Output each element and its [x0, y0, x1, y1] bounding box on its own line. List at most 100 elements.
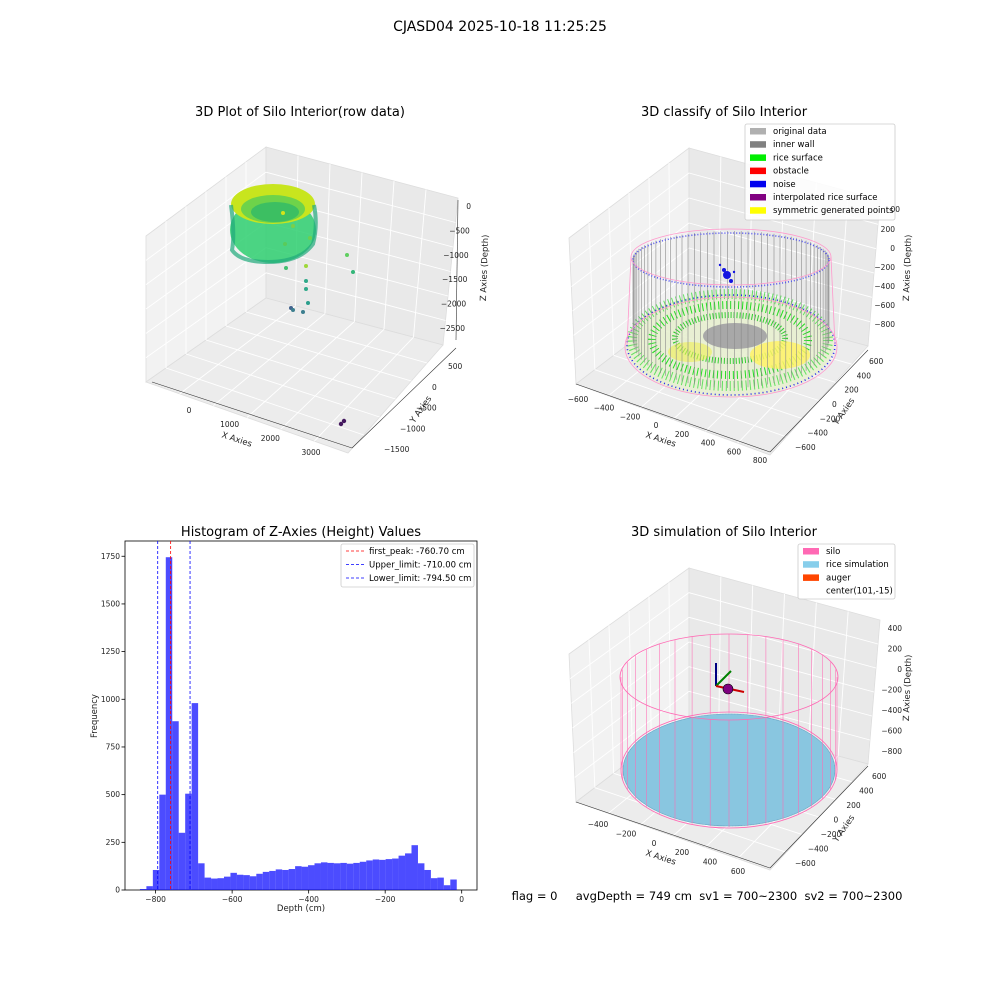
histogram-bar: [165, 557, 173, 890]
raw-y-tick-label: 0: [432, 383, 437, 392]
classify-legend-label: obstacle: [773, 167, 809, 177]
histogram-bar: [139, 889, 147, 890]
classify-x-axis-label: X Axies: [644, 430, 677, 449]
histogram-reference-lines: [157, 541, 191, 890]
classify-x-tick-label: 400: [701, 439, 716, 448]
histogram-bar: [417, 863, 425, 890]
classify-z-tick-label: 00: [890, 205, 900, 214]
histogram-bar: [204, 877, 212, 890]
simulation-z-tick-label: 400: [888, 624, 903, 633]
classify-z-tick-label: 0: [890, 244, 895, 253]
histogram-y-tick-label: 0: [115, 886, 120, 895]
classify-z-tick-label: 200: [881, 225, 896, 234]
histogram-bar: [392, 858, 399, 890]
histogram-bar: [159, 794, 166, 890]
classify-z-axis-label: Z Axies (Depth): [902, 234, 914, 301]
histogram-y-tick-label: 1500: [101, 600, 120, 609]
raw-x-axis-label: X Axies: [220, 430, 253, 449]
histogram-bar: [405, 853, 412, 890]
histogram-title: Histogram of Z-Axies (Height) Values: [181, 525, 421, 540]
simulation-y-tick-label: −400: [808, 845, 829, 854]
raw-z-axis-label: Z Axies (Depth): [479, 234, 491, 301]
simulation-z-tick-label: −200: [881, 686, 902, 695]
classify-legend-label: symmetric generated points: [773, 206, 894, 216]
raw-z-tick-label: −2500: [440, 324, 466, 333]
histogram-bar: [223, 876, 231, 890]
classify-3d-panel: 3D classify of Silo Interior: [568, 105, 914, 465]
histogram-bar: [346, 863, 354, 890]
silo-simulation: [619, 633, 839, 829]
classify-legend-swatch: [750, 207, 766, 214]
classify-legend-label: interpolated rice surface: [773, 193, 878, 203]
simulation-x-tick-label: 200: [675, 848, 690, 857]
histogram-bar: [249, 876, 257, 890]
classify-z-tick-label: −800: [874, 320, 895, 329]
simulation-legend: silo rice simulation auger center(101,-15): [797, 543, 896, 600]
raw-x-tick-label: 1000: [220, 420, 239, 429]
histogram-bar: [359, 861, 367, 890]
histogram-bar: [282, 869, 289, 890]
simulation-legend-swatch: [803, 561, 819, 568]
simulation-x-tick-label: −400: [588, 820, 609, 829]
histogram-bar: [314, 863, 321, 890]
simulation-x-tick-label: 600: [731, 867, 746, 876]
histogram-bar: [301, 866, 309, 890]
classify-y-tick-label: 600: [869, 357, 884, 366]
histogram-bar: [437, 877, 444, 890]
raw-y-tick-label: −500: [416, 404, 437, 413]
simulation-y-tick-label: 600: [872, 772, 887, 781]
histogram-bar: [333, 863, 341, 890]
simulation-z-tick-label: 200: [888, 645, 903, 654]
histogram-bar: [398, 855, 406, 890]
simulation-legend-label: auger: [826, 573, 851, 583]
classify-legend-label: rice surface: [773, 153, 823, 163]
classify-z-tick-label: −200: [874, 263, 895, 272]
histogram-axes-frame: [124, 540, 478, 891]
histogram-bar: [353, 862, 360, 890]
classify-legend-swatch: [750, 141, 766, 148]
classify-z-tick-label: −400: [874, 282, 895, 291]
histogram-bar: [230, 872, 237, 890]
raw-data-3d-panel: 3D Plot of Silo Interior(row data): [145, 105, 491, 457]
simulation-y-tick-label: 200: [846, 801, 861, 810]
classify-legend-swatch: [750, 194, 766, 201]
histogram-y-axis-label: Frequency: [90, 694, 100, 738]
histogram-x-tick-label: −800: [145, 895, 166, 904]
histogram-x-tick-label: −200: [375, 895, 396, 904]
simulation-legend-swatch: [803, 548, 819, 555]
histogram-y-tick-label: 250: [106, 838, 121, 847]
histogram-y-tick-label: 1000: [101, 695, 120, 704]
classify-y-tick-label: 200: [844, 386, 859, 395]
simulation-z-tick-label: −800: [881, 747, 902, 756]
histogram-y-tick-label: 1250: [101, 647, 120, 656]
histogram-bar: [372, 859, 380, 890]
histogram-bar: [424, 869, 431, 890]
histogram-bar: [217, 878, 224, 890]
histogram-bar: [340, 862, 347, 890]
histogram-bar: [275, 869, 283, 890]
classify-panel-title: 3D classify of Silo Interior: [641, 105, 808, 120]
simulation-z-axis-label: Z Axies (Depth): [902, 654, 914, 721]
classify-legend-label: noise: [773, 180, 796, 190]
histogram-bar: [308, 865, 315, 890]
classify-z-tick-label: −600: [874, 301, 895, 310]
figure-suptitle: CJASD04 2025-10-18 11:25:25: [393, 19, 607, 35]
raw-z-tick-label: 0: [466, 202, 471, 211]
histogram-bar: [450, 879, 457, 890]
histogram-bar: [366, 860, 373, 890]
raw-y-tick-label: −1500: [384, 445, 410, 454]
histogram-bar: [385, 859, 393, 890]
classify-legend-label: original data: [773, 127, 827, 137]
histogram-y-tick-label: 500: [106, 790, 121, 799]
histogram-bar: [411, 845, 418, 890]
histogram-legend: first_peak: -760.70 cm Upper_limit: -710.…: [340, 543, 475, 588]
simulation-z-tick-label: −600: [881, 727, 902, 736]
classify-x-tick-label: 200: [675, 430, 690, 439]
histogram-bar: [185, 793, 192, 890]
simulation-legend-label: silo: [826, 547, 840, 557]
histogram-y-tick-label: 1750: [101, 552, 120, 561]
simulation-z-tick-label: 0: [897, 665, 902, 674]
raw-x-tick-label: 2000: [261, 434, 280, 443]
histogram-x-axis-label: Depth (cm): [277, 904, 325, 914]
